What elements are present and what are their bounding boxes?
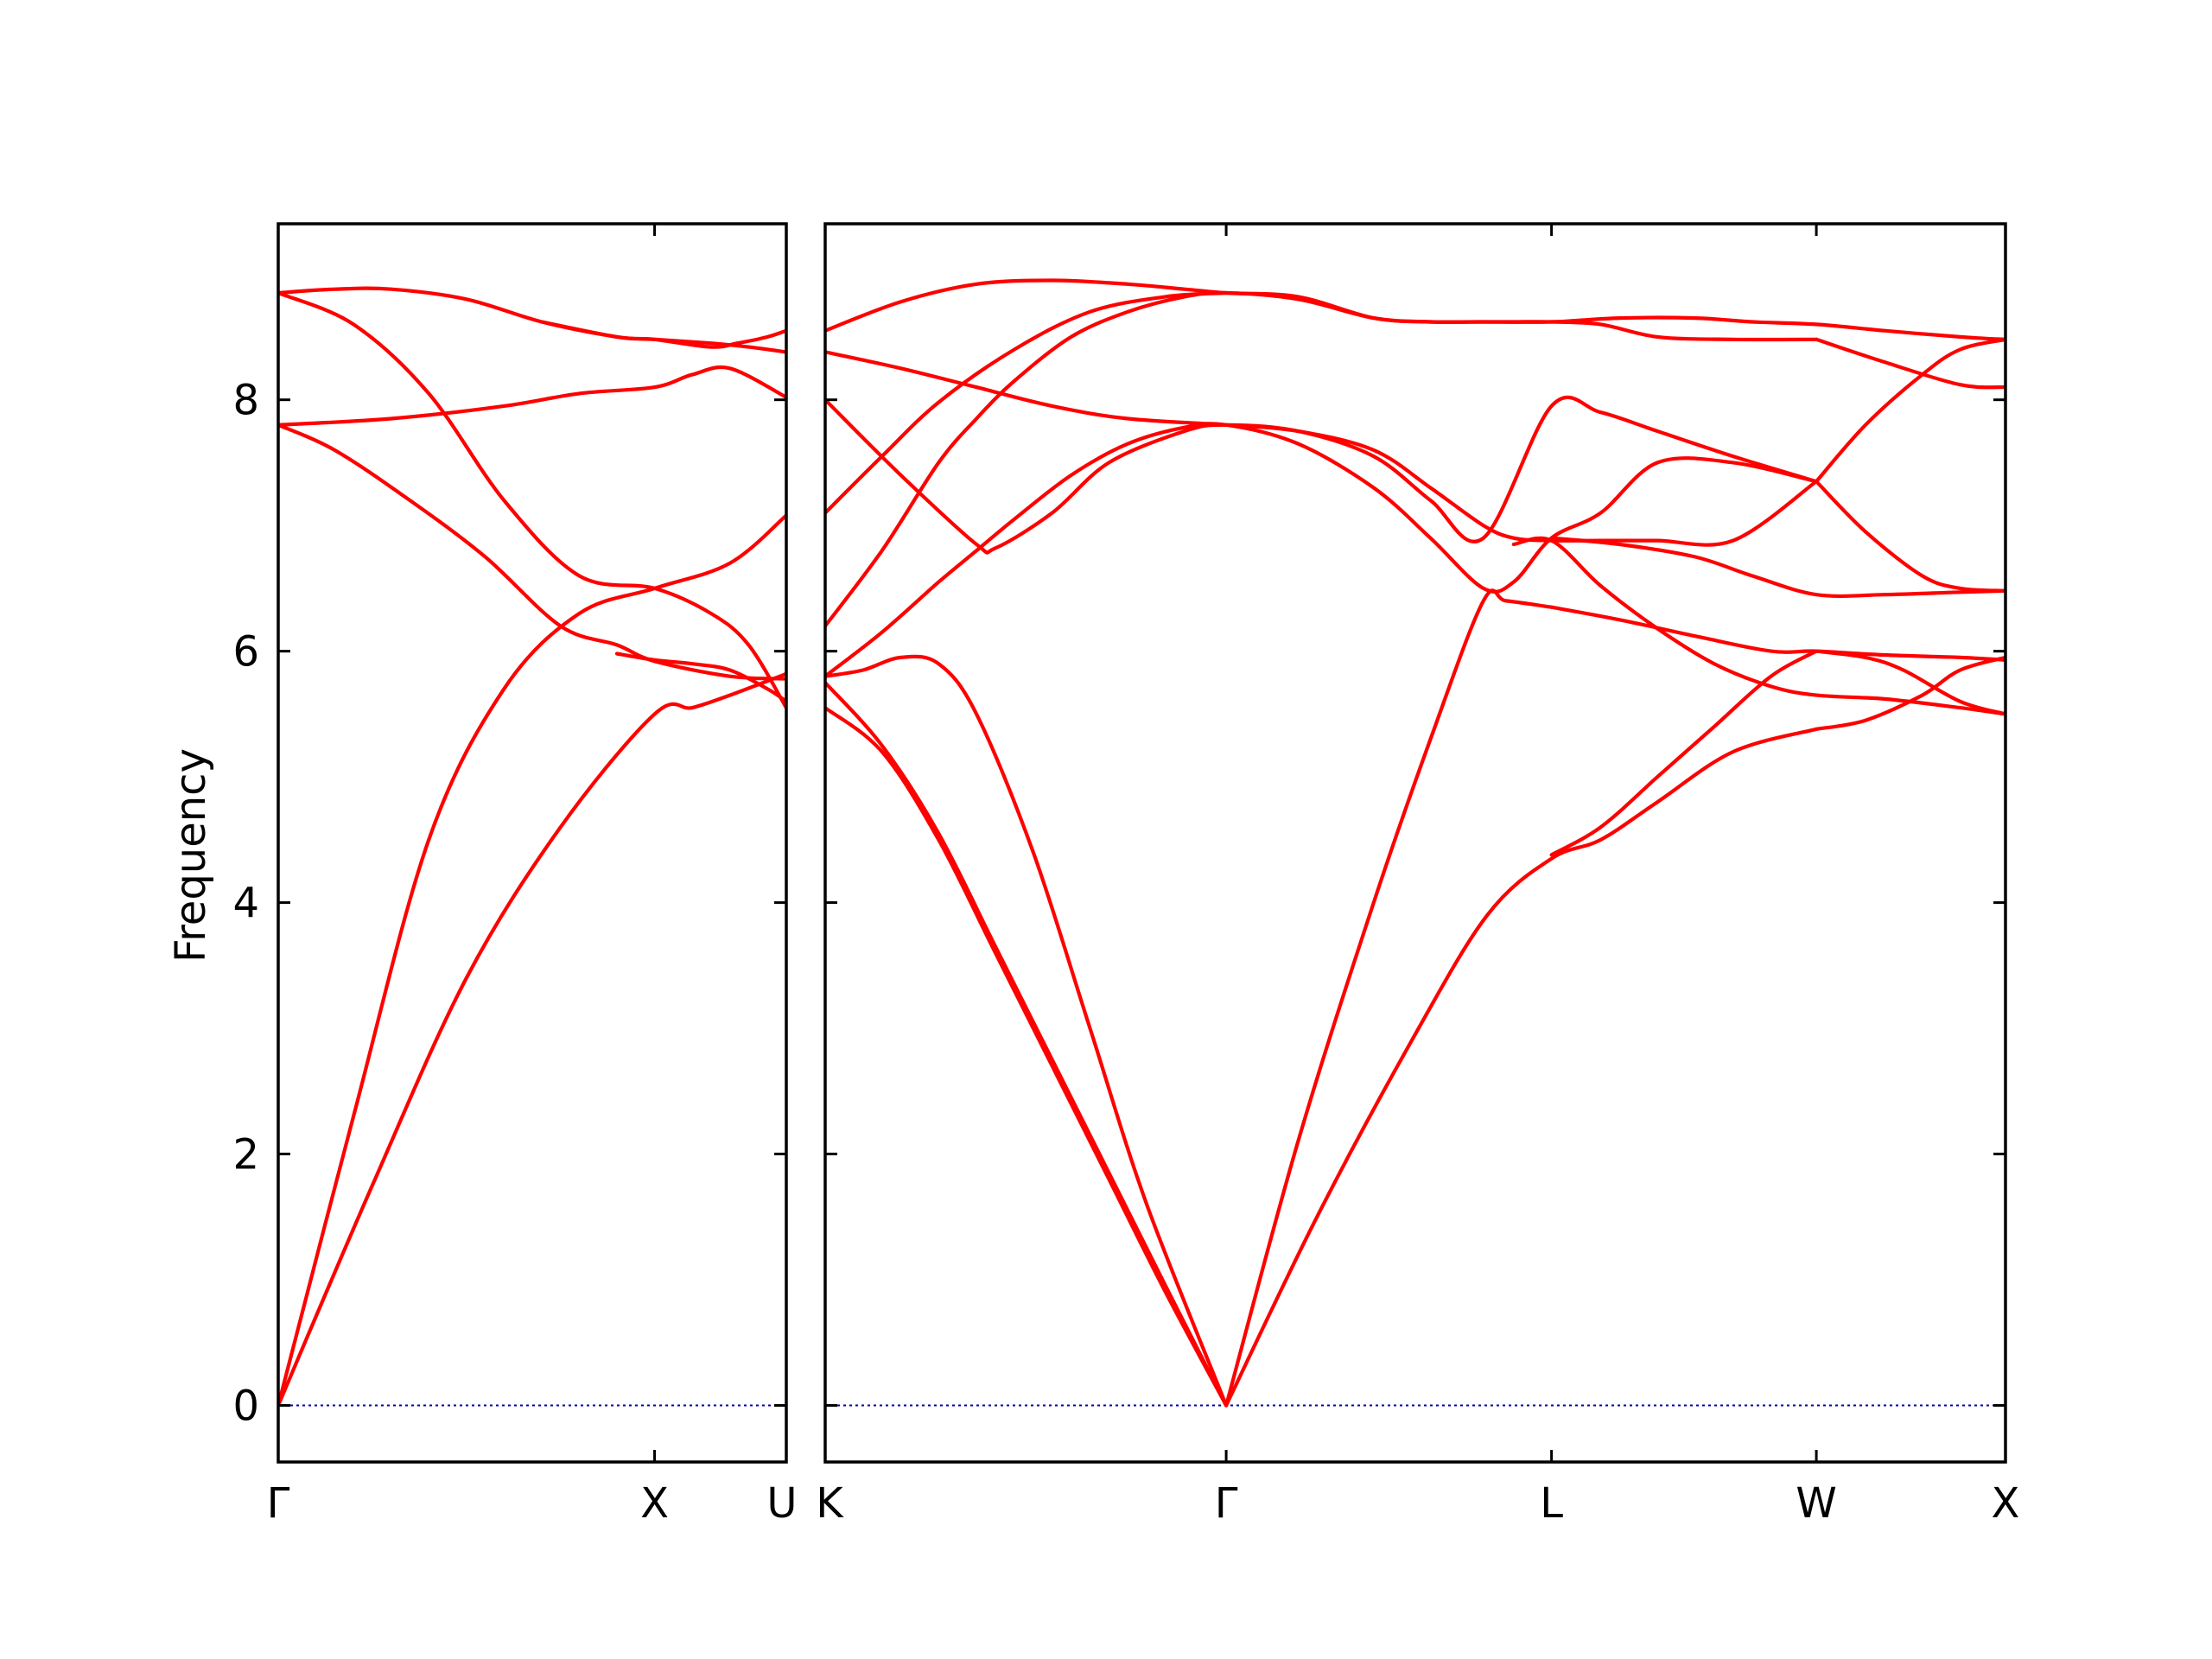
x-tick-label: K — [816, 1479, 844, 1528]
band-lines — [278, 286, 786, 1408]
band-line-right-6 — [1549, 649, 1819, 857]
band-line-right-15 — [825, 422, 1819, 678]
x-tick-label: Γ — [267, 1479, 290, 1528]
x-tick-label: W — [1796, 1479, 1836, 1528]
band-line-left-2 — [278, 671, 786, 1408]
band-line-left-1 — [278, 513, 786, 1408]
band-line-right-8 — [1511, 536, 2005, 716]
y-tick-label: 2 — [232, 1131, 259, 1179]
x-tick-label: Γ — [1215, 1479, 1238, 1528]
band-line-left-7 — [539, 320, 786, 349]
band-line-right-9 — [1815, 655, 2005, 731]
band-line-right-7 — [1549, 605, 2005, 662]
plot-frame-right — [823, 222, 2007, 1464]
band-line-left-8 — [614, 652, 786, 703]
plot-frame-left — [276, 222, 788, 1464]
y-tick-label: 0 — [232, 1382, 259, 1431]
band-line-left-3 — [278, 423, 786, 681]
x-tick-label: X — [1992, 1479, 2020, 1528]
y-axis-label: Frequency — [167, 748, 215, 963]
band-line-right-16 — [825, 395, 1819, 555]
band-line-right-5 — [1224, 727, 1819, 1408]
band-line-left-4 — [278, 290, 786, 710]
x-tick-label: X — [640, 1479, 669, 1528]
band-line-right-19 — [1815, 480, 2005, 593]
band-line-right-11 — [1549, 536, 2005, 599]
band-line-right-13 — [825, 278, 2005, 341]
band-line-right-18 — [1815, 337, 2005, 484]
band-line-left-5 — [278, 365, 786, 427]
band-line-right-20 — [1815, 337, 2005, 390]
band-lines — [825, 278, 2005, 1408]
y-tick-label: 6 — [232, 628, 259, 677]
band-line-right-10 — [1815, 649, 2005, 716]
y-tick-label: 4 — [232, 880, 259, 928]
band-line-right-2 — [825, 680, 1229, 1408]
y-tick-label: 8 — [232, 377, 259, 425]
band-line-right-12 — [825, 290, 1819, 628]
band-line-right-17 — [825, 290, 1229, 515]
x-tick-label: U — [766, 1479, 797, 1528]
x-tick-label: L — [1540, 1479, 1563, 1528]
panel-left: 0 2 4 6 8 Γ X U — [232, 222, 798, 1528]
band-line-right-14 — [825, 350, 1819, 547]
band-line-right-3 — [825, 654, 1229, 1408]
band-line-right-1 — [825, 706, 1229, 1408]
